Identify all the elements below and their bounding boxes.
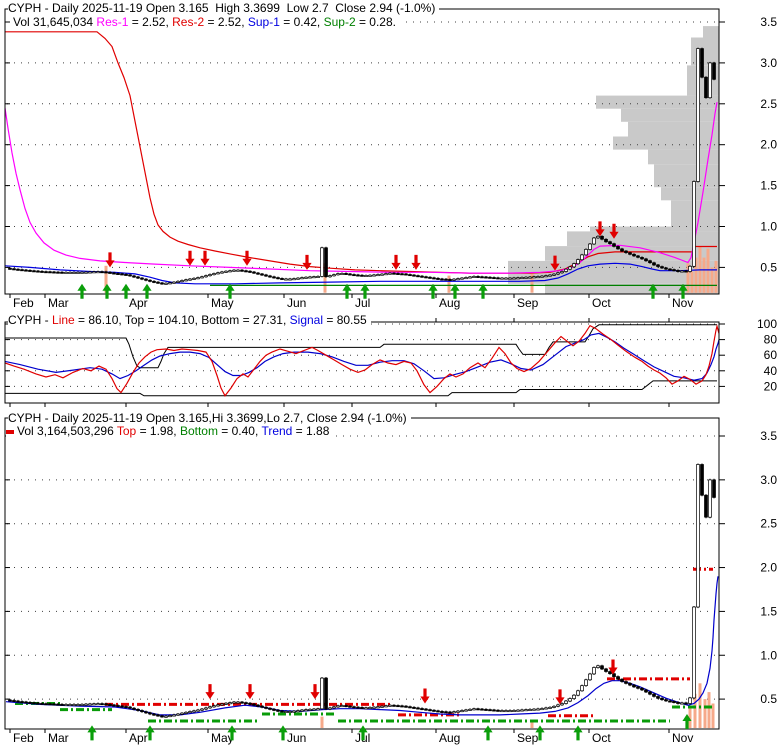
y-axis-label: 60 bbox=[764, 348, 778, 362]
y-axis-label: 3.0 bbox=[760, 473, 777, 487]
header-text-part: Signal bbox=[289, 313, 324, 327]
y-axis-label: 3.5 bbox=[760, 15, 777, 29]
header-text-part: = 80.55 bbox=[323, 313, 367, 327]
line-series bbox=[5, 323, 719, 397]
header-text-part: = 0.28. bbox=[355, 15, 396, 29]
header-text-part: Bottom bbox=[179, 424, 218, 438]
y-axis-label: 3.5 bbox=[760, 429, 777, 443]
y-axis-label: 1.0 bbox=[760, 220, 777, 234]
gridlines bbox=[7, 435, 717, 700]
y-axis-label: 0.5 bbox=[760, 692, 777, 706]
header-text-part: = 2.52, bbox=[128, 15, 173, 29]
y-axis-label: 2.5 bbox=[760, 517, 777, 531]
price-panel-plot bbox=[5, 21, 719, 294]
volume-by-price-profile bbox=[508, 26, 719, 294]
x-axis-month-label: May bbox=[211, 731, 234, 745]
oscillator-panel-title: CYPH - Line = 86.10, Top = 104.10, Botto… bbox=[8, 314, 371, 327]
res1-line bbox=[5, 102, 718, 274]
header-text-part: = 2.52, bbox=[204, 15, 248, 29]
top-panel-title: CYPH - Daily 2025-11-19 Open 3.165 High … bbox=[8, 1, 440, 15]
secondary-price-panel-border bbox=[4, 417, 720, 730]
x-axis-month-label: May bbox=[211, 296, 234, 310]
x-axis-month-label: Sep bbox=[517, 296, 539, 310]
y-axis-label: 1.5 bbox=[760, 179, 777, 193]
header-text-part: CYPH - Daily 2025-11-19 Open 3.165 High … bbox=[8, 1, 436, 15]
oscillator-panel-plot bbox=[5, 323, 719, 397]
x-axis-month-label: Oct bbox=[592, 296, 611, 310]
sell-arrows bbox=[105, 221, 619, 271]
sup1-line bbox=[5, 262, 717, 285]
header-text-part: Top bbox=[116, 424, 137, 438]
buy-arrows bbox=[87, 714, 692, 741]
signal-line bbox=[5, 332, 719, 381]
top-band bbox=[5, 324, 717, 369]
header-text-part: Vol 3,164,503,296 bbox=[17, 424, 117, 438]
y-axis-label: 1.5 bbox=[760, 604, 777, 618]
bottom-band bbox=[5, 380, 717, 397]
x-axis-month-label: Mar bbox=[48, 731, 69, 745]
x-axis-month-label: Jun bbox=[287, 296, 306, 310]
x-axis-month-label: Jun bbox=[287, 731, 306, 745]
bottom-indicator-text: Vol 3,164,503,296 Top = 1.98, Bottom = 0… bbox=[17, 424, 329, 438]
x-axis-month-label: Apr bbox=[129, 731, 148, 745]
x-axis-month-label: Jul bbox=[355, 296, 370, 310]
bottom-stop-line bbox=[15, 702, 715, 723]
x-axis-month-label: Mar bbox=[48, 296, 69, 310]
secondary-price-panel-overlay: 3.53.02.52.01.51.00.5FebMarAprMayJunJulA… bbox=[4, 417, 777, 745]
header-text-part: Line bbox=[52, 313, 75, 327]
x-axis-month-label: Aug bbox=[439, 296, 460, 310]
y-axis-label: 2.0 bbox=[760, 561, 777, 575]
y-axis-label: 100 bbox=[757, 317, 777, 331]
header-text-part: Res-2 bbox=[172, 15, 205, 29]
header-text-part: Sup-1 bbox=[247, 15, 280, 29]
candlesticks bbox=[8, 463, 716, 718]
top-stop-line bbox=[105, 567, 713, 718]
header-text-part: Trend bbox=[261, 424, 293, 438]
header-text-part: = 0.40, bbox=[217, 424, 262, 438]
x-axis-month-label: Apr bbox=[129, 296, 148, 310]
secondary-price-panel-plot bbox=[5, 435, 719, 729]
header-text-part: Res-1 bbox=[96, 15, 129, 29]
bottom-panel-title: CYPH - Daily 2025-11-19 Open 3.165,Hi 3.… bbox=[8, 412, 411, 425]
bottom-panel-indicator-row: Vol 3,164,503,296 Top = 1.98, Bottom = 0… bbox=[6, 424, 334, 438]
y-axis-label: 20 bbox=[764, 379, 778, 393]
header-text-part: CYPH - Daily 2025-11-19 Open 3.165,Hi 3.… bbox=[8, 411, 407, 425]
gridlines bbox=[7, 323, 717, 387]
y-axis-label: 0.5 bbox=[760, 260, 777, 274]
buy-arrows bbox=[77, 283, 688, 299]
x-axis-month-label: Sep bbox=[517, 731, 539, 745]
top-panel-indicator-row: Vol 31,645,034 Res-1 = 2.52, Res-2 = 2.5… bbox=[13, 16, 400, 29]
y-axis-label: 2.0 bbox=[760, 138, 777, 152]
volume-legend-mark bbox=[6, 429, 14, 434]
x-axis-month-label: Feb bbox=[13, 296, 34, 310]
x-axis-month-label: Nov bbox=[672, 296, 693, 310]
trend-line bbox=[5, 576, 719, 716]
x-axis-month-label: Feb bbox=[13, 731, 34, 745]
x-axis-month-label: Nov bbox=[672, 731, 693, 745]
header-text-part: Sup-2 bbox=[323, 15, 356, 29]
header-text-part: = 0.42, bbox=[279, 15, 324, 29]
y-axis-label: 40 bbox=[764, 364, 778, 378]
y-axis-label: 2.5 bbox=[760, 97, 777, 111]
header-text-part: = 1.88 bbox=[292, 424, 330, 438]
oscillator-panel-border bbox=[4, 321, 720, 404]
x-axis-month-label: Oct bbox=[592, 731, 611, 745]
header-text-part: = 86.10, Top = 104.10, Bottom = 27.31, bbox=[74, 313, 290, 327]
header-text-part: = 1.98, bbox=[136, 424, 180, 438]
sell-arrows bbox=[205, 659, 618, 705]
y-axis-label: 80 bbox=[764, 333, 778, 347]
header-text-part: Vol 31,645,034 bbox=[13, 15, 97, 29]
header-text-part: CYPH - bbox=[8, 313, 53, 327]
candlesticks bbox=[8, 47, 716, 285]
y-axis-label: 3.0 bbox=[760, 56, 777, 70]
x-axis-month-label: Aug bbox=[439, 731, 460, 745]
y-axis-label: 1.0 bbox=[760, 648, 777, 662]
